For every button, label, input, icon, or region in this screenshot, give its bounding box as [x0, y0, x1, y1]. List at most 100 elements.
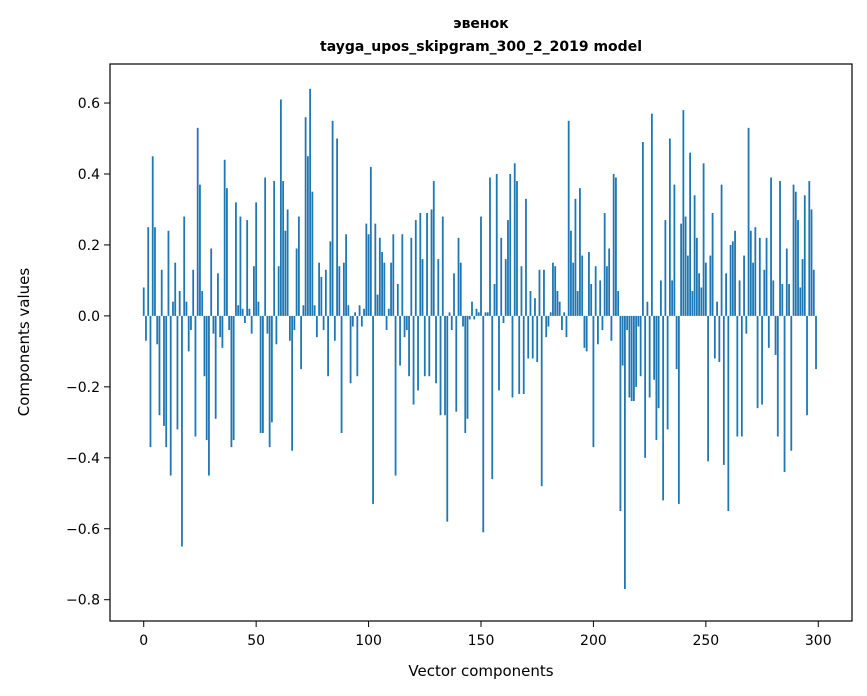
bar	[396, 283, 399, 316]
bar	[507, 220, 509, 316]
bar	[401, 234, 404, 316]
bar	[803, 195, 806, 316]
bar	[255, 202, 258, 316]
bar	[662, 315, 665, 501]
bar	[230, 315, 233, 448]
bar	[437, 259, 440, 316]
bar	[698, 273, 700, 316]
bar	[520, 266, 523, 316]
bar	[336, 138, 338, 316]
bar	[205, 315, 208, 441]
bar	[482, 315, 485, 533]
bar	[740, 315, 743, 437]
bar	[457, 237, 460, 316]
bar	[563, 312, 566, 316]
bar	[356, 315, 359, 377]
bar	[414, 220, 417, 316]
bar	[794, 191, 797, 316]
bar	[612, 173, 615, 316]
y-tick-label: −0.2	[66, 380, 100, 396]
y-tick-label: 0.6	[78, 96, 100, 112]
bar	[734, 230, 736, 316]
bar	[747, 127, 750, 316]
bar	[693, 195, 696, 316]
bar	[572, 262, 575, 316]
bar	[727, 315, 730, 512]
bar	[333, 315, 336, 341]
bar	[608, 248, 611, 316]
bar	[480, 216, 482, 316]
bar	[187, 315, 190, 352]
bar	[259, 315, 262, 433]
bar	[603, 213, 606, 316]
bar	[235, 202, 237, 316]
bar	[646, 301, 649, 316]
bar	[576, 291, 579, 316]
bar	[763, 269, 766, 316]
bar	[511, 315, 514, 398]
bar	[752, 262, 754, 316]
bar	[554, 266, 557, 316]
bar	[531, 315, 534, 359]
bar	[257, 301, 260, 316]
bar	[172, 301, 174, 316]
bar	[192, 269, 195, 316]
bar	[657, 315, 660, 409]
bar	[266, 315, 269, 334]
bar	[446, 315, 449, 522]
bar	[626, 315, 629, 331]
bar	[360, 315, 363, 327]
bars-group	[142, 88, 817, 590]
bar	[815, 315, 817, 370]
bar	[327, 315, 329, 377]
bar	[194, 315, 197, 437]
bar	[761, 315, 763, 405]
bar	[349, 315, 352, 384]
bar	[630, 315, 633, 402]
bar	[513, 163, 516, 316]
bar	[556, 291, 559, 316]
bar	[217, 273, 219, 316]
bar	[284, 230, 287, 316]
bar	[471, 301, 473, 316]
bar	[588, 252, 590, 316]
bar	[633, 315, 635, 402]
bar	[659, 280, 662, 316]
bar	[806, 315, 808, 416]
x-tick-label: 0	[139, 633, 148, 649]
bar	[484, 312, 487, 316]
bar	[785, 248, 788, 316]
bar	[399, 315, 401, 366]
bar	[615, 177, 617, 316]
bar	[475, 308, 478, 316]
bar	[743, 255, 745, 316]
bar	[561, 315, 563, 331]
bar	[599, 280, 602, 316]
bar	[149, 315, 152, 448]
bar	[453, 273, 455, 316]
y-axis-ticks: 0.6 0.4 0.2 0.0 −0.2 −0.4 −0.6 −0.8	[66, 96, 110, 609]
bar	[677, 315, 680, 504]
bar	[169, 315, 172, 476]
bar	[178, 291, 181, 316]
bar	[212, 315, 215, 334]
bar	[426, 213, 428, 316]
bar	[691, 291, 694, 316]
bar	[248, 308, 251, 316]
bar	[767, 315, 770, 348]
bar	[684, 216, 687, 316]
bar	[552, 262, 554, 316]
bar	[758, 237, 761, 316]
bar	[329, 241, 332, 316]
bar	[486, 312, 489, 316]
bar	[318, 262, 321, 316]
bar	[315, 315, 318, 338]
bar	[208, 315, 210, 476]
bar	[754, 227, 757, 316]
bar	[509, 173, 512, 316]
bar	[250, 315, 253, 334]
bar	[707, 315, 709, 462]
bar	[421, 259, 424, 316]
bar	[302, 305, 305, 316]
